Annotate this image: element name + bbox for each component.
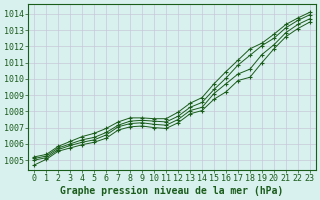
X-axis label: Graphe pression niveau de la mer (hPa): Graphe pression niveau de la mer (hPa)	[60, 186, 284, 196]
